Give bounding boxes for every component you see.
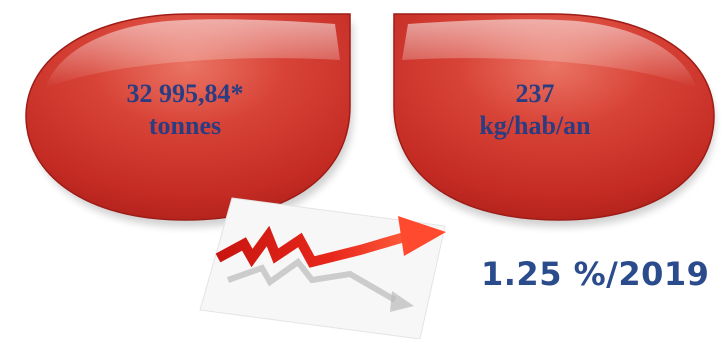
bubble-right [393,13,715,221]
rising-arrow-icon [199,197,446,339]
total-value: 32 995,84* [126,79,244,108]
bubble-left [25,13,351,221]
per-capita-label: 237 kg/hab/an [420,78,650,142]
per-capita-unit: kg/hab/an [479,111,591,140]
per-capita-value: 237 [515,79,555,108]
total-unit: tonnes [148,111,222,140]
growth-rate: 1.25 %/2019 [481,255,710,293]
total-tonnage-label: 32 995,84* tonnes [70,78,300,142]
